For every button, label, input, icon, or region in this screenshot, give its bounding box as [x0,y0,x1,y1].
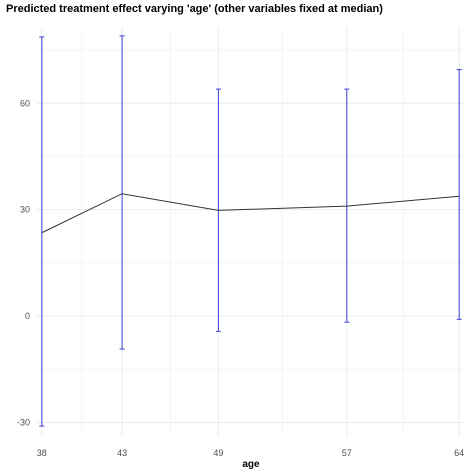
x-axis-title: age [242,459,260,470]
series-line-group [41,193,460,234]
y-tick-label: 0 [25,311,30,321]
series-line [41,193,460,234]
error-bars [39,35,462,427]
y-tick-label: 60 [20,98,30,108]
x-tick-label: 49 [213,448,223,458]
tick-labels: -30 0 30 60 38 43 49 57 64 [17,98,464,458]
y-tick-label: -30 [17,418,30,428]
x-tick-label: 57 [342,448,352,458]
x-tick-label: 64 [454,448,464,458]
x-tick-label: 43 [117,448,127,458]
y-tick-label: 30 [20,205,30,215]
grid-lines [37,27,464,436]
chart-title: Predicted treatment effect varying 'age'… [6,3,383,15]
x-tick-label: 38 [37,448,47,458]
